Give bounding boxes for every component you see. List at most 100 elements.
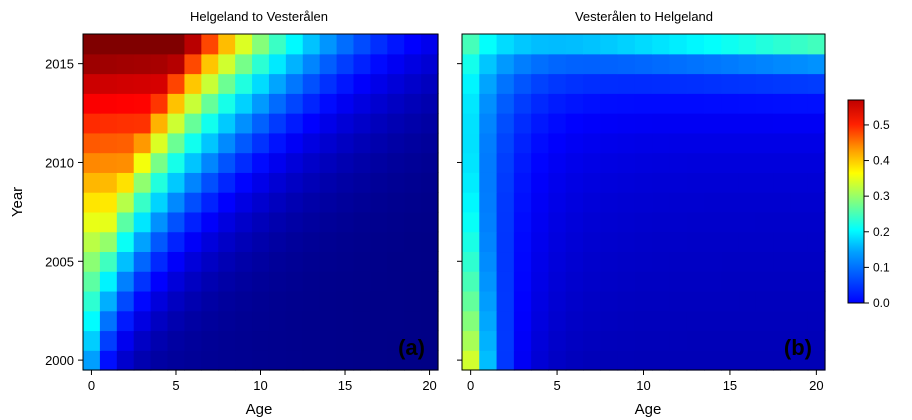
- panel-b-x-ticks: 0 5 10 15 20: [467, 370, 824, 393]
- heatmap-cell: [565, 271, 584, 292]
- panel-a: Helgeland to Vesterålen 0 5 10 15 20 2000200…: [45, 9, 439, 418]
- heatmap-cell: [99, 231, 118, 253]
- heatmap-cell: [99, 172, 118, 193]
- heatmap-cell: [387, 290, 405, 312]
- heatmap-cell: [167, 113, 186, 134]
- heatmap-cell: [617, 53, 636, 75]
- heatmap-cell: [83, 53, 101, 75]
- heatmap-cell: [565, 231, 584, 253]
- heatmap-cell: [565, 152, 584, 173]
- heatmap-cell: [669, 271, 688, 292]
- heatmap-cell: [353, 113, 371, 134]
- panel-b-letter: (b): [784, 335, 812, 360]
- heatmap-cell: [634, 192, 653, 213]
- heatmap-cell: [496, 211, 515, 233]
- heatmap-cell: [133, 93, 152, 114]
- heatmap-cell: [513, 152, 532, 173]
- heatmap-cell: [285, 113, 304, 134]
- heatmap-cell: [319, 211, 338, 233]
- heatmap-cell: [565, 113, 584, 134]
- heatmap-cell: [83, 350, 101, 371]
- heatmap-cell: [704, 192, 722, 213]
- heatmap-cell: [496, 152, 515, 173]
- heatmap-cell: [790, 350, 809, 371]
- heatmap-cell: [652, 53, 671, 75]
- heatmap-cell: [773, 172, 792, 193]
- heatmap-cell: [652, 152, 671, 173]
- heatmap-cell: [83, 132, 101, 154]
- heatmap-cell: [184, 73, 202, 94]
- heatmap-cell: [336, 132, 355, 154]
- heatmap-cell: [252, 73, 270, 94]
- heatmap-cell: [755, 172, 774, 193]
- heatmap-cell: [790, 330, 809, 351]
- heatmap-cell: [634, 93, 653, 114]
- heatmap-cell: [167, 152, 186, 173]
- heatmap-cell: [421, 132, 439, 154]
- heatmap-cell: [167, 34, 186, 55]
- heatmap-cell: [235, 34, 253, 55]
- heatmap-cell: [479, 34, 498, 55]
- heatmap-cell: [353, 192, 371, 213]
- heatmap-cell: [565, 93, 584, 114]
- heatmap-cell: [336, 34, 355, 55]
- heatmap-cell: [370, 271, 388, 292]
- heatmap-cell: [421, 113, 439, 134]
- heatmap-cell: [686, 350, 705, 371]
- heatmap-cell: [617, 251, 636, 272]
- heatmap-cell: [285, 251, 304, 272]
- heatmap-cell: [565, 172, 584, 193]
- heatmap-cell: [83, 34, 101, 55]
- heatmap-cell: [99, 53, 118, 75]
- heatmap-cell: [531, 172, 550, 193]
- heatmap-cell: [807, 310, 826, 332]
- heatmap-cell: [285, 53, 304, 75]
- heatmap-cell: [404, 132, 422, 154]
- heatmap-cell: [404, 172, 422, 193]
- heatmap-cell: [600, 192, 619, 213]
- heatmap-cell: [479, 350, 498, 371]
- heatmap-cell: [738, 251, 757, 272]
- heatmap-cell: [167, 271, 186, 292]
- heatmap-cell: [150, 192, 169, 213]
- heatmap-cell: [531, 290, 550, 312]
- heatmap-cell: [669, 211, 688, 233]
- heatmap-cell: [721, 310, 740, 332]
- heatmap-cell: [583, 93, 601, 114]
- heatmap-cell: [496, 350, 515, 371]
- y-tick-label: 2010: [45, 155, 74, 170]
- heatmap-cell: [738, 310, 757, 332]
- heatmap-cell: [285, 192, 304, 213]
- heatmap-cell: [790, 231, 809, 253]
- heatmap-cell: [353, 350, 371, 371]
- heatmap-cell: [319, 192, 338, 213]
- heatmap-cell: [513, 350, 532, 371]
- heatmap-cell: [738, 350, 757, 371]
- heatmap-cell: [652, 350, 671, 371]
- heatmap-cell: [755, 350, 774, 371]
- heatmap-cell: [421, 192, 439, 213]
- heatmap-cell: [302, 211, 321, 233]
- heatmap-cell: [235, 231, 253, 253]
- heatmap-cell: [421, 271, 439, 292]
- heatmap-cell: [116, 34, 135, 55]
- heatmap-cell: [285, 172, 304, 193]
- heatmap-cell: [268, 73, 287, 94]
- heatmap-cell: [387, 350, 405, 371]
- heatmap-cell: [252, 271, 270, 292]
- heatmap-cell: [116, 310, 135, 332]
- heatmap-cell: [421, 211, 439, 233]
- heatmap-cell: [496, 251, 515, 272]
- heatmap-cell: [721, 132, 740, 154]
- heatmap-cell: [353, 251, 371, 272]
- heatmap-cell: [116, 251, 135, 272]
- heatmap-cell: [652, 192, 671, 213]
- heatmap-cell: [116, 93, 135, 114]
- heatmap-cell: [83, 271, 101, 292]
- x-tick-label: 15: [723, 378, 737, 393]
- heatmap-cell: [807, 330, 826, 351]
- heatmap-cell: [496, 113, 515, 134]
- heatmap-cell: [721, 152, 740, 173]
- x-tick-label: 20: [422, 378, 436, 393]
- heatmap-cell: [652, 211, 671, 233]
